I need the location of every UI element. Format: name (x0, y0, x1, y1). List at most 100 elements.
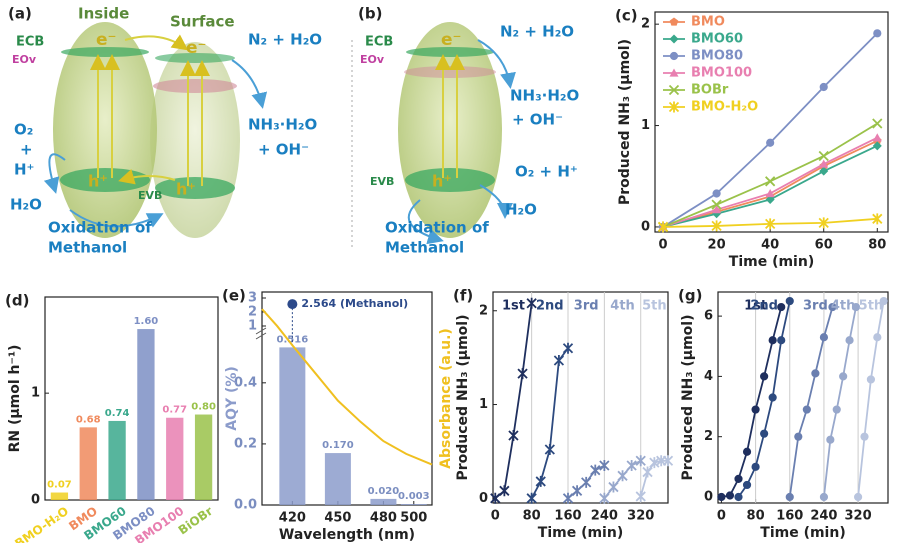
x-tick-label: 0 (717, 509, 726, 524)
product: + OH⁻ (258, 141, 309, 159)
marker (777, 302, 786, 312)
legend-label: 2nd (750, 299, 778, 314)
value-label: 1.60 (134, 316, 159, 327)
marker (845, 336, 854, 345)
y-tick-label: 0 (31, 493, 40, 508)
reaction-arrows (43, 59, 268, 228)
x-tick-label: 80 (868, 238, 886, 253)
marker (839, 372, 848, 381)
x-tick-label: 0 (659, 238, 668, 253)
y-tick-label: 2 (248, 305, 257, 320)
series-line (788, 306, 834, 498)
y-axis-label: Produced NH₃ (μmol) (455, 314, 471, 480)
marker (657, 221, 669, 233)
x-tick-label: 450 (324, 511, 351, 526)
marker (734, 492, 743, 502)
x-tick-label: 80 (523, 509, 541, 524)
marker (535, 475, 546, 487)
marker (818, 217, 829, 229)
x-tick-label: 160 (776, 509, 803, 524)
y2-axis-label: Absorbance (a.u.) (438, 328, 454, 469)
marker (768, 393, 777, 402)
bar (137, 329, 155, 500)
legend-label: 4th (831, 299, 856, 314)
ov-band (153, 79, 237, 93)
value-label: 0.020 (368, 486, 400, 497)
marker (802, 405, 811, 414)
marker (879, 296, 888, 306)
x-tick-label: 240 (810, 509, 837, 524)
plot-frame (654, 11, 889, 233)
vb-band (405, 168, 495, 192)
surface-particle (150, 42, 240, 238)
legend-label: BMO80 (691, 49, 743, 64)
marker (717, 492, 726, 502)
marker (742, 447, 752, 456)
marker (873, 29, 882, 38)
marker (599, 459, 610, 471)
marker (751, 405, 760, 414)
electron: e⁻ (96, 30, 117, 50)
legend-label: BMO (691, 15, 725, 30)
region-label: Surface (170, 13, 235, 31)
series-line (857, 300, 885, 498)
marker (668, 101, 680, 113)
series-line (737, 300, 791, 498)
value-label: 0.516 (277, 334, 309, 345)
value-label: 0.74 (105, 408, 130, 419)
product: + (20, 141, 33, 159)
marker (766, 138, 775, 147)
y-tick-label: 1 (479, 397, 488, 412)
marker (765, 188, 775, 198)
y-tick-label: 3 (248, 291, 257, 306)
reactant: H₂O (505, 201, 537, 219)
marker (777, 336, 786, 345)
electron: e⁻ (441, 30, 462, 50)
x-tick-label: 320 (627, 509, 654, 524)
value-label: 0.003 (398, 491, 430, 502)
legend-label: BMO-H₂O (691, 100, 758, 115)
x-tick-label: 500 (400, 511, 427, 526)
cb-band (155, 53, 235, 63)
marker (819, 492, 829, 502)
marker (517, 368, 528, 380)
y-tick-label: 1 (31, 386, 40, 401)
marker (635, 490, 646, 502)
marker (669, 68, 679, 77)
marker (765, 218, 776, 230)
marker (608, 481, 619, 493)
y-tick-label: 2 (479, 303, 488, 318)
legend-label: 5th (642, 299, 667, 314)
plot-frame (717, 291, 889, 504)
y-tick-label: 0.4 (234, 375, 257, 390)
marker (617, 470, 628, 482)
marker (669, 17, 679, 26)
marker (711, 199, 722, 210)
y-tick-label: 2 (704, 429, 713, 444)
hole: h⁺ (88, 172, 108, 191)
cb-band (406, 47, 494, 57)
excitation-arrows (435, 54, 465, 178)
y-tick-label: 1 (248, 319, 257, 334)
band-label: EOv (12, 53, 37, 66)
marker (526, 492, 537, 504)
marker (544, 444, 555, 456)
reactant: N₂ + H₂O (248, 31, 322, 49)
marker (571, 485, 583, 497)
marker (712, 189, 721, 198)
value-label: 0.80 (191, 402, 216, 413)
legend-label: 3rd (803, 299, 828, 314)
legend-label: 1st (744, 299, 767, 314)
y-tick-label: 0 (641, 219, 650, 234)
x-tick-label: 480 (370, 511, 397, 526)
legend-label: 2nd (536, 299, 564, 314)
series-line (662, 145, 878, 228)
marker (832, 405, 841, 414)
product: O₂ (14, 121, 33, 139)
panel-label: (g) (678, 287, 702, 305)
x-tick-label: BMO-H₂O (12, 504, 71, 543)
marker (526, 297, 537, 309)
marker (768, 336, 777, 345)
y-axis-label: RN (μmol h⁻¹) (7, 345, 23, 453)
product: NH₃·H₂O (248, 116, 317, 134)
